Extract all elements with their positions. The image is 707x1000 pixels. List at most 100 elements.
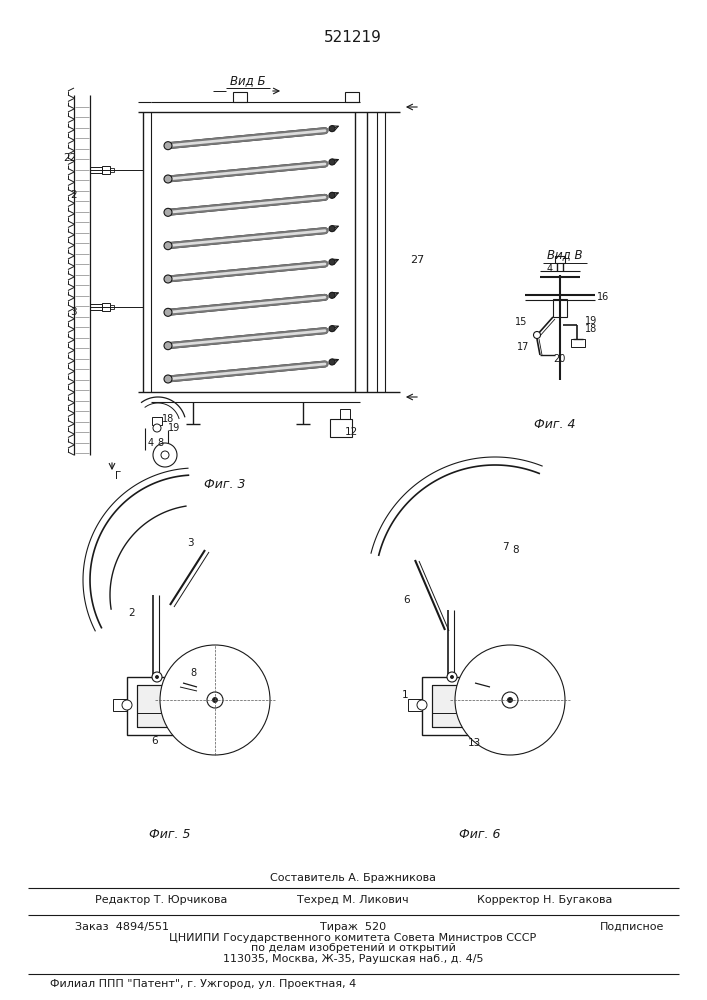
Text: 4: 4 [547,264,553,274]
Circle shape [213,698,218,702]
Bar [422,677,498,735]
Bar [553,299,567,317]
Text: 4: 4 [148,438,154,448]
Circle shape [329,359,335,365]
Circle shape [508,698,513,702]
Circle shape [450,676,453,678]
Bar [137,685,193,727]
Text: Подписное: Подписное [600,922,665,932]
Bar [340,409,350,419]
Circle shape [164,275,172,283]
Circle shape [156,676,158,678]
Circle shape [329,159,335,165]
Text: 12: 12 [345,427,358,437]
Bar [555,256,565,263]
Text: Вид Б: Вид Б [230,75,266,88]
Text: 6: 6 [152,736,158,746]
Text: 113035, Москва, Ж-35, Раушская наб., д. 4/5: 113035, Москва, Ж-35, Раушская наб., д. … [223,954,484,964]
Text: 18: 18 [585,324,597,334]
Text: Филиал ППП "Патент", г. Ужгород, ул. Проектная, 4: Филиал ППП "Патент", г. Ужгород, ул. Про… [50,979,356,989]
Text: Тираж  520: Тираж 520 [320,922,386,932]
Circle shape [122,700,132,710]
Text: 15: 15 [515,317,527,327]
Text: Г: Г [115,471,121,481]
Bar [152,417,162,425]
Bar [137,685,193,727]
Bar [90,304,102,310]
Text: Корректор Н. Бугакова: Корректор Н. Бугакова [477,895,612,905]
Text: 7: 7 [502,542,508,552]
Bar [330,419,352,437]
Bar [408,699,422,711]
Text: Техред М. Ликович: Техред М. Ликович [297,895,409,905]
Circle shape [417,700,427,710]
Circle shape [164,142,172,150]
Text: 19: 19 [585,316,597,326]
Text: 18: 18 [162,414,174,424]
Circle shape [164,342,172,350]
Bar [179,687,191,695]
Text: Вид В: Вид В [547,248,583,261]
Text: по делам изобретений и открытий: по делам изобретений и открытий [250,943,455,953]
Text: 13: 13 [468,738,481,748]
Bar [102,166,110,174]
Circle shape [152,672,162,682]
Circle shape [447,672,457,682]
Bar [102,303,110,311]
Circle shape [164,175,172,183]
Bar [571,339,585,347]
Text: 2: 2 [71,190,77,200]
Circle shape [455,645,565,755]
Text: ЦНИИПИ Государственного комитета Совета Министров СССР: ЦНИИПИ Государственного комитета Совета … [170,933,537,943]
Bar [110,305,114,309]
Text: 521219: 521219 [324,29,382,44]
Circle shape [164,208,172,216]
Text: 8: 8 [512,545,519,555]
Text: Фиг. 6: Фиг. 6 [460,828,501,842]
Circle shape [160,645,270,755]
Text: Заказ 4894/551: Заказ 4894/551 [75,922,169,932]
Text: 2: 2 [129,608,135,618]
Text: 8: 8 [190,668,196,678]
Circle shape [329,226,335,232]
Text: 22: 22 [64,153,77,163]
Text: 20: 20 [553,354,566,364]
Circle shape [534,332,540,338]
Text: 3: 3 [71,307,77,317]
Bar [110,168,114,172]
Circle shape [329,326,335,332]
Text: 19: 19 [168,423,180,433]
Text: 1: 1 [402,690,408,700]
Bar [345,92,359,102]
Text: 3: 3 [187,538,194,548]
Bar [432,685,488,727]
Circle shape [164,242,172,250]
Circle shape [329,292,335,298]
Circle shape [161,451,169,459]
Circle shape [207,692,223,708]
Text: 27: 27 [410,255,424,265]
Text: Фиг. 4: Фиг. 4 [534,418,575,432]
Circle shape [164,375,172,383]
Circle shape [164,308,172,316]
Circle shape [153,424,161,432]
Circle shape [502,692,518,708]
Bar [113,699,127,711]
Bar [472,687,484,695]
Bar [432,685,488,727]
Circle shape [329,126,335,132]
Text: Фиг. 5: Фиг. 5 [149,828,191,842]
Bar [127,677,203,735]
Bar [90,167,102,173]
Circle shape [153,443,177,467]
Circle shape [329,259,335,265]
Text: 17: 17 [517,342,529,352]
Bar [233,92,247,102]
Text: 16: 16 [597,292,609,302]
Text: Фиг. 3: Фиг. 3 [204,479,246,491]
Text: 8: 8 [157,438,163,448]
Circle shape [329,192,335,198]
Text: Редактор Т. Юрчикова: Редактор Т. Юрчикова [95,895,228,905]
Text: Составитель А. Бражникова: Составитель А. Бражникова [270,873,436,883]
Text: 6: 6 [404,595,410,605]
